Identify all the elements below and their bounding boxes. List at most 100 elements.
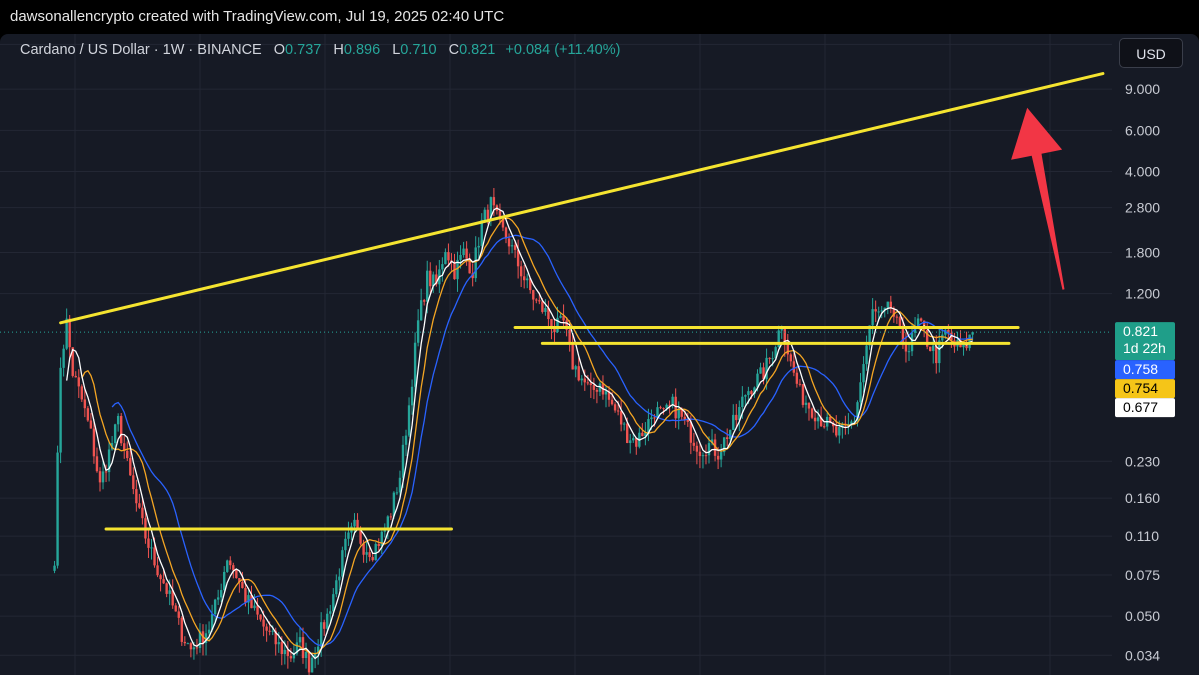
- candle-body: [789, 354, 793, 362]
- high-value: 0.896: [343, 42, 381, 58]
- candle-body: [489, 197, 493, 219]
- candle-body: [804, 402, 808, 405]
- candle-body: [453, 261, 456, 280]
- ma-badge-label-1: 0.754: [1123, 380, 1158, 396]
- candle-body: [680, 409, 683, 417]
- candle-body: [722, 437, 726, 453]
- candle-body: [929, 346, 932, 351]
- candle-body: [935, 345, 938, 364]
- candle-body: [589, 383, 593, 386]
- candle-body: [316, 646, 320, 654]
- candle-body: [756, 373, 759, 388]
- candle-body: [595, 389, 599, 392]
- candle-body: [86, 408, 90, 421]
- candle-body: [541, 301, 544, 312]
- candle-body: [310, 657, 314, 673]
- candle-body: [507, 238, 511, 247]
- y-tick-label: 0.075: [1125, 567, 1160, 583]
- y-tick-label: 0.034: [1125, 647, 1160, 663]
- candle-body: [865, 345, 868, 365]
- candle-body: [853, 421, 856, 423]
- chart-panel[interactable]: 14.0009.0006.0004.0002.8001.8001.2000.23…: [0, 34, 1199, 675]
- candle-body: [710, 439, 714, 444]
- candle-body: [522, 276, 526, 281]
- candle-body: [889, 301, 893, 309]
- candle-body: [135, 489, 138, 504]
- candle-body: [647, 419, 650, 433]
- candle-body: [265, 626, 268, 631]
- y-tick-label: 2.800: [1125, 200, 1160, 216]
- candle-body: [547, 308, 550, 320]
- candle-body: [925, 329, 929, 347]
- candle-body: [656, 407, 659, 419]
- candle-body: [74, 375, 77, 378]
- y-tick-label: 0.110: [1125, 528, 1159, 544]
- candle-body: [835, 426, 838, 436]
- candle-body: [347, 532, 350, 539]
- candle-body: [329, 611, 332, 614]
- candle-body: [783, 328, 786, 345]
- candle-body: [129, 458, 132, 476]
- candle-body: [119, 416, 123, 444]
- candle-body: [195, 647, 199, 649]
- candle-body: [68, 318, 71, 348]
- candle-body: [101, 471, 105, 483]
- candle-body: [116, 416, 120, 425]
- candle-body: [765, 357, 768, 380]
- candle-body: [807, 402, 811, 409]
- candle-body: [535, 299, 538, 301]
- candle-body: [416, 320, 420, 343]
- candle-body: [698, 451, 702, 457]
- open-label: O: [273, 42, 286, 58]
- candle-body: [362, 543, 365, 555]
- candle-body: [277, 642, 280, 645]
- candle-body: [565, 320, 568, 330]
- candle-body: [283, 649, 287, 655]
- candle-body: [526, 278, 529, 281]
- candle-body: [413, 342, 417, 387]
- candle-body: [53, 565, 56, 571]
- candle-body: [668, 404, 671, 406]
- candle-body: [544, 308, 547, 312]
- candle-body: [604, 391, 608, 395]
- candle-body: [189, 643, 193, 650]
- candle-body: [374, 543, 377, 561]
- candle-body: [744, 395, 747, 397]
- y-tick-label: 0.230: [1125, 453, 1160, 469]
- candle-body: [707, 443, 711, 456]
- candle-body: [395, 492, 399, 494]
- candle-body: [480, 219, 483, 246]
- candle-body: [386, 516, 390, 529]
- candle-body: [123, 443, 126, 451]
- candle-body: [295, 642, 299, 654]
- candle-body: [338, 576, 341, 581]
- candle-body: [80, 386, 84, 400]
- candle-body: [213, 599, 217, 615]
- candle-body: [410, 386, 414, 406]
- candle-body: [95, 456, 99, 472]
- candle-body: [492, 197, 496, 206]
- candle-body: [207, 629, 211, 634]
- ma-badge-label-0: 0.758: [1123, 361, 1158, 377]
- candle-body: [904, 341, 908, 352]
- candle-body: [138, 503, 141, 508]
- candle-body: [83, 399, 87, 409]
- candle-body: [486, 209, 490, 219]
- candle-body: [126, 450, 129, 459]
- candle-body: [447, 252, 450, 261]
- candle-body: [689, 421, 693, 443]
- candle-body: [419, 300, 423, 321]
- candle-body: [650, 417, 653, 420]
- candle-body: [626, 423, 629, 443]
- candle-body: [871, 309, 874, 326]
- price-chart[interactable]: 14.0009.0006.0004.0002.8001.8001.2000.23…: [0, 34, 1199, 675]
- candle-body: [268, 630, 271, 632]
- candle-body: [286, 649, 290, 657]
- candle-body: [774, 347, 777, 359]
- candle-body: [159, 575, 162, 580]
- candle-body: [538, 300, 541, 302]
- currency-button[interactable]: USD: [1119, 38, 1183, 68]
- candle-body: [829, 416, 832, 423]
- candle-body: [880, 310, 883, 312]
- candle-body: [592, 385, 596, 390]
